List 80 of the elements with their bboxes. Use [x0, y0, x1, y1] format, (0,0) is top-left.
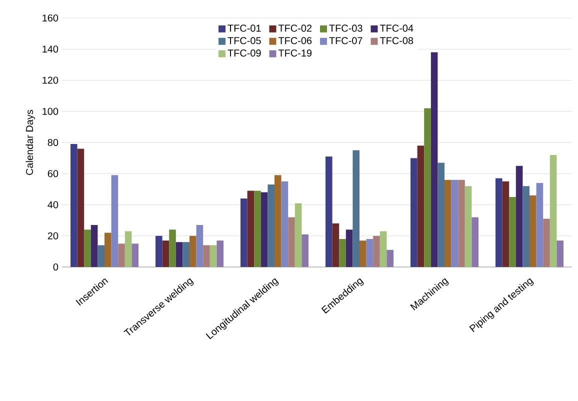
bar	[417, 146, 424, 267]
bar	[70, 144, 78, 267]
bar	[210, 245, 217, 267]
bar	[104, 232, 112, 267]
bar	[550, 154, 557, 267]
bar	[346, 230, 353, 267]
bar	[444, 180, 452, 267]
bar	[203, 245, 210, 267]
bar	[190, 236, 196, 267]
bar	[326, 156, 332, 267]
bar	[522, 186, 530, 267]
bar	[386, 250, 394, 267]
bar	[451, 180, 458, 267]
bar	[543, 218, 550, 267]
bar	[90, 224, 98, 267]
bar	[556, 240, 564, 267]
bar	[132, 244, 138, 267]
bar	[410, 158, 418, 267]
bar	[288, 217, 295, 267]
legend-label: TFC-07	[329, 37, 362, 44]
legend-label: TFC-01	[228, 24, 261, 32]
bar	[516, 166, 523, 267]
bar	[366, 238, 374, 267]
bar	[169, 230, 176, 267]
y-tick-label: 60	[48, 170, 58, 178]
bar	[268, 184, 274, 267]
bar	[373, 236, 380, 267]
bar	[496, 178, 502, 267]
y-axis-title: Calendar Days	[26, 110, 36, 175]
bar	[111, 175, 118, 267]
bar	[424, 108, 431, 267]
bar	[274, 175, 282, 267]
y-tick-label: 140	[42, 46, 58, 53]
y-tick-label: 160	[42, 14, 58, 22]
legend-label: TFC-08	[380, 37, 414, 44]
legend-label: TFC-05	[228, 37, 261, 44]
y-tick-label: 120	[42, 76, 58, 84]
bar	[352, 150, 360, 267]
y-tick-label: 80	[48, 138, 58, 146]
bar	[430, 52, 438, 267]
y-tick-label: 0	[53, 263, 58, 271]
bar	[464, 186, 472, 267]
bar	[294, 203, 302, 267]
bar	[118, 244, 125, 267]
legend-label: TFC-09	[228, 50, 261, 57]
y-tick-label: 20	[48, 232, 58, 240]
legend-label: TFC-02	[278, 24, 312, 32]
bar	[438, 162, 444, 267]
bar	[360, 240, 366, 267]
legend-label: TFC-19	[278, 50, 312, 57]
bar	[536, 182, 544, 267]
bar	[502, 181, 510, 267]
bar	[124, 231, 132, 267]
bar	[281, 181, 288, 267]
bar	[176, 242, 183, 267]
legend-label: TFC-06	[278, 37, 312, 44]
bar	[339, 238, 346, 267]
bar	[458, 180, 465, 267]
bar	[182, 242, 190, 267]
bar	[302, 234, 308, 267]
bar	[260, 192, 268, 267]
bar	[196, 224, 204, 267]
y-tick-label: 100	[42, 108, 58, 115]
bar	[156, 236, 162, 267]
bar	[98, 245, 104, 267]
legend-label: TFC-03	[329, 24, 362, 32]
bar	[84, 230, 91, 267]
y-tick-label: 40	[48, 201, 58, 208]
bar	[77, 148, 84, 267]
bar	[216, 240, 224, 267]
bar	[509, 196, 516, 267]
legend-label: TFC-04	[380, 24, 414, 32]
bar	[254, 190, 261, 267]
bar	[247, 190, 254, 267]
bar	[472, 217, 478, 267]
bar	[380, 231, 387, 267]
bar	[332, 223, 340, 267]
bar	[162, 240, 170, 267]
bar	[530, 195, 536, 267]
bar	[240, 198, 248, 267]
